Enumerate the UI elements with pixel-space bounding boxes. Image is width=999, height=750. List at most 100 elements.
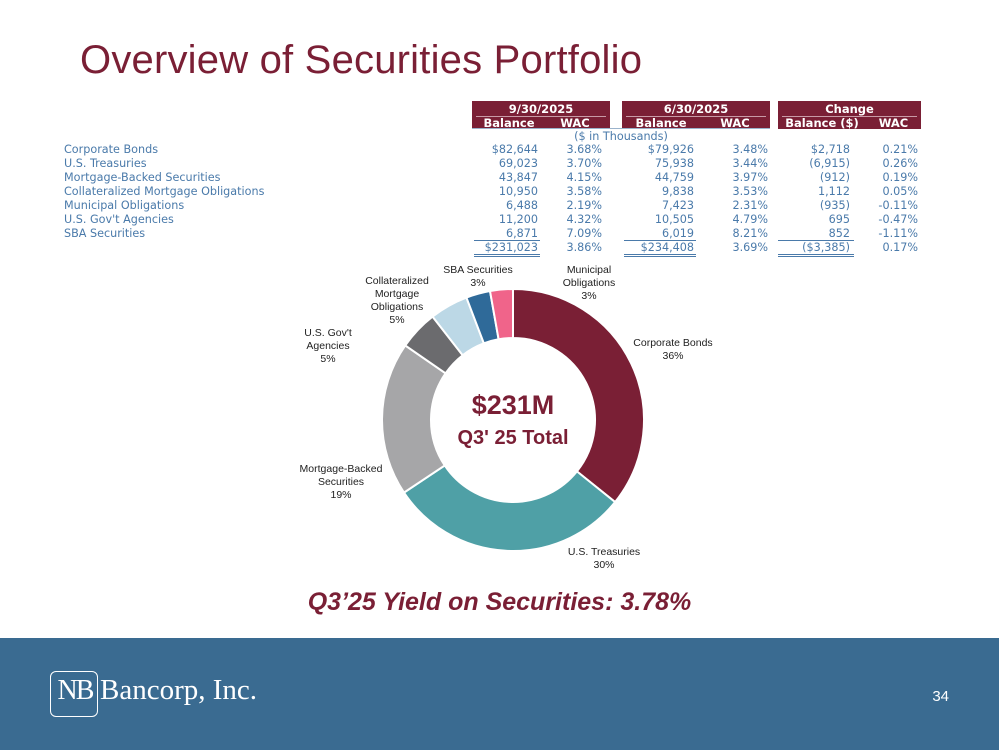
donut-slices xyxy=(381,287,645,552)
cell: 852 xyxy=(828,227,850,240)
total-double-rule xyxy=(474,256,540,257)
donut-labels: Corporate Bonds 36% U.S. Treasuries 30% Mort… xyxy=(300,264,713,571)
cell: 0.05% xyxy=(882,185,918,198)
cell: 3.97% xyxy=(732,171,768,184)
slice-label: Municipal Obligations 3% xyxy=(563,264,616,302)
securities-donut-chart: Corporate Bonds 36% U.S. Treasuries 30% Mort… xyxy=(300,264,713,571)
cell: (912) xyxy=(819,171,850,184)
slice-label: SBA Securities 3% xyxy=(443,264,512,289)
slice-label: Collateralized Mortgage Obligations 5% xyxy=(365,275,429,326)
cell: 3.70% xyxy=(566,157,602,170)
cell: 4.15% xyxy=(566,171,602,184)
header-period-1: 9/30/2025 Balance WAC xyxy=(472,101,610,130)
page-title: Overview of Securities Portfolio xyxy=(80,38,643,82)
cell: 695 xyxy=(828,213,850,226)
header-change: Change Balance ($) WAC xyxy=(778,101,921,130)
table-row: Municipal Obligations 6,488 2.19% 7,423 … xyxy=(0,199,999,213)
slice-label: Corporate Bonds 36% xyxy=(633,337,712,362)
cell: -0.47% xyxy=(878,213,918,226)
donut-center-amount: $231M xyxy=(471,390,555,420)
cell: 3.48% xyxy=(732,143,768,156)
cell: 3.53% xyxy=(732,185,768,198)
cell: 7.09% xyxy=(566,227,602,240)
row-label: U.S. Gov't Agencies xyxy=(64,213,174,226)
table-row: Mortgage-Backed Securities 43,847 4.15% … xyxy=(0,171,999,185)
page-number: 34 xyxy=(932,688,949,705)
company-name: Bancorp, Inc. xyxy=(100,674,258,706)
cell: $2,718 xyxy=(810,143,850,156)
table-total-row: $231,023 3.86% $234,408 3.69% ($3,385) 0… xyxy=(0,241,999,255)
header-divider xyxy=(626,116,766,117)
cell: 3.44% xyxy=(732,157,768,170)
row-label: Corporate Bonds xyxy=(64,143,159,156)
cell: 1,112 xyxy=(817,185,850,198)
cell: 43,847 xyxy=(498,171,538,184)
col-header: Balance xyxy=(483,116,535,130)
header-divider xyxy=(782,116,917,117)
cell: 6,488 xyxy=(505,199,538,212)
row-label: SBA Securities xyxy=(64,227,146,240)
logo-mark-frame xyxy=(50,671,98,717)
cell: 0.19% xyxy=(882,171,918,184)
header-divider xyxy=(476,116,606,117)
cell: $82,644 xyxy=(491,143,538,156)
period-label: Change xyxy=(825,102,874,116)
donut-slice-corporate-bonds xyxy=(512,287,645,504)
cell: 10,505 xyxy=(654,213,694,226)
period-label: 6/30/2025 xyxy=(663,102,729,116)
row-label: Collateralized Mortgage Obligations xyxy=(64,185,265,198)
yield-callout: Q3’25 Yield on Securities: 3.78% xyxy=(307,588,692,616)
table-row: U.S. Treasuries 69,023 3.70% 75,938 3.44… xyxy=(0,157,999,171)
total-double-rule xyxy=(778,256,854,257)
cell: 6,019 xyxy=(661,227,694,240)
total-double-rule xyxy=(474,254,540,255)
cell: $79,926 xyxy=(647,143,694,156)
cell: $231,023 xyxy=(484,241,538,254)
logo-mark: NB xyxy=(57,675,95,706)
cell: 11,200 xyxy=(498,213,538,226)
cell: 0.17% xyxy=(882,241,918,254)
cell: (935) xyxy=(819,199,850,212)
cell: 3.58% xyxy=(566,185,602,198)
donut-slice-u-s-treasuries xyxy=(402,464,617,552)
subtotal-rule xyxy=(474,240,540,241)
row-label: Municipal Obligations xyxy=(64,199,185,212)
col-header: Balance ($) xyxy=(785,116,859,130)
cell: 44,759 xyxy=(654,171,694,184)
cell: $234,408 xyxy=(640,241,694,254)
cell: 0.21% xyxy=(882,143,918,156)
units-note: ($ in Thousands) xyxy=(574,130,668,143)
cell: 8.21% xyxy=(732,227,768,240)
cell: 0.26% xyxy=(882,157,918,170)
table-row: SBA Securities 6,871 7.09% 6,019 8.21% 8… xyxy=(0,227,999,241)
header-period-2: 6/30/2025 Balance WAC xyxy=(622,101,770,130)
row-label: Mortgage-Backed Securities xyxy=(64,171,221,184)
total-double-rule xyxy=(624,254,696,255)
securities-table: 9/30/2025 Balance WAC 6/30/2025 Balance … xyxy=(0,0,999,260)
col-header: WAC xyxy=(878,116,909,130)
donut-slice-municipal-obligations xyxy=(488,287,514,341)
cell: 6,871 xyxy=(505,227,538,240)
slice-label: U.S. Gov't Agencies 5% xyxy=(304,327,352,365)
units-rule xyxy=(472,128,770,129)
col-header: Balance xyxy=(635,116,687,130)
total-double-rule xyxy=(778,254,854,255)
cell: 4.79% xyxy=(732,213,768,226)
cell: 10,950 xyxy=(498,185,538,198)
slice-label: Mortgage-Backed Securities 19% xyxy=(300,463,383,501)
cell: 2.31% xyxy=(732,199,768,212)
cell: 69,023 xyxy=(498,157,538,170)
table-row: U.S. Gov't Agencies 11,200 4.32% 10,505 … xyxy=(0,213,999,227)
slice-label: U.S. Treasuries 30% xyxy=(568,546,640,571)
cell: ($3,385) xyxy=(802,241,850,254)
total-double-rule xyxy=(624,256,696,257)
cell: 9,838 xyxy=(661,185,694,198)
col-header: WAC xyxy=(560,116,590,130)
table-row: Collateralized Mortgage Obligations 10,9… xyxy=(0,185,999,199)
donut-center-label: Q3' 25 Total xyxy=(457,427,569,449)
cell: 3.69% xyxy=(732,241,768,254)
cell: 75,938 xyxy=(654,157,694,170)
cell: 4.32% xyxy=(566,213,602,226)
cell: -1.11% xyxy=(878,227,918,240)
col-header: WAC xyxy=(720,116,750,130)
